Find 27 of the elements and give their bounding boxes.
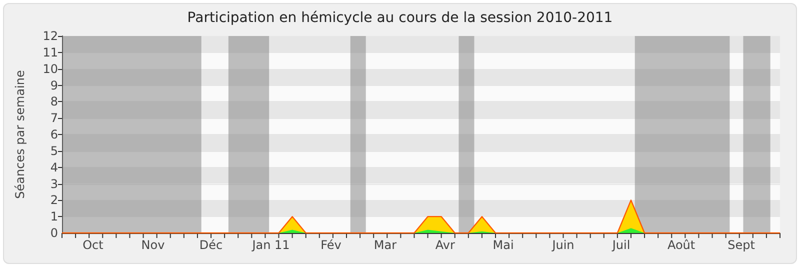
- y-tick-label: 9: [50, 78, 58, 92]
- x-tick-label: Août: [667, 238, 696, 252]
- chart-title: Participation en hémicycle au cours de la session 2010-2011: [187, 10, 613, 26]
- x-tick-label: Mar: [374, 238, 397, 252]
- y-tick-label: 0: [50, 226, 58, 240]
- y-tick-label: 5: [50, 144, 58, 158]
- y-axis-title: Séances par semaine: [13, 70, 27, 199]
- x-tick-label: Sept: [728, 238, 756, 252]
- y-tick-label: 4: [50, 160, 58, 174]
- y-tick-label: 1: [50, 210, 58, 224]
- x-tick-label: Juin: [551, 238, 574, 252]
- y-tick-label: 11: [42, 45, 58, 60]
- x-tick-label: Juil: [611, 238, 630, 252]
- y-tick-label: 7: [50, 111, 58, 126]
- y-tick-label: 6: [50, 128, 58, 142]
- y-tick-label: 10: [42, 62, 58, 76]
- x-tick-label: Mai: [492, 238, 514, 252]
- x-tick-label: Avr: [435, 238, 456, 252]
- x-tick-label: Nov: [141, 238, 165, 252]
- y-tick-label: 12: [42, 29, 58, 43]
- x-tick-label: Déc: [199, 238, 223, 252]
- y-tick-label: 8: [50, 94, 58, 109]
- y-tick-label: 3: [50, 176, 58, 191]
- y-tick-label: 2: [50, 193, 58, 208]
- x-tick-label: Fév: [320, 238, 342, 252]
- x-tick-label: Oct: [82, 238, 104, 252]
- x-tick-label: Jan 11: [251, 238, 290, 252]
